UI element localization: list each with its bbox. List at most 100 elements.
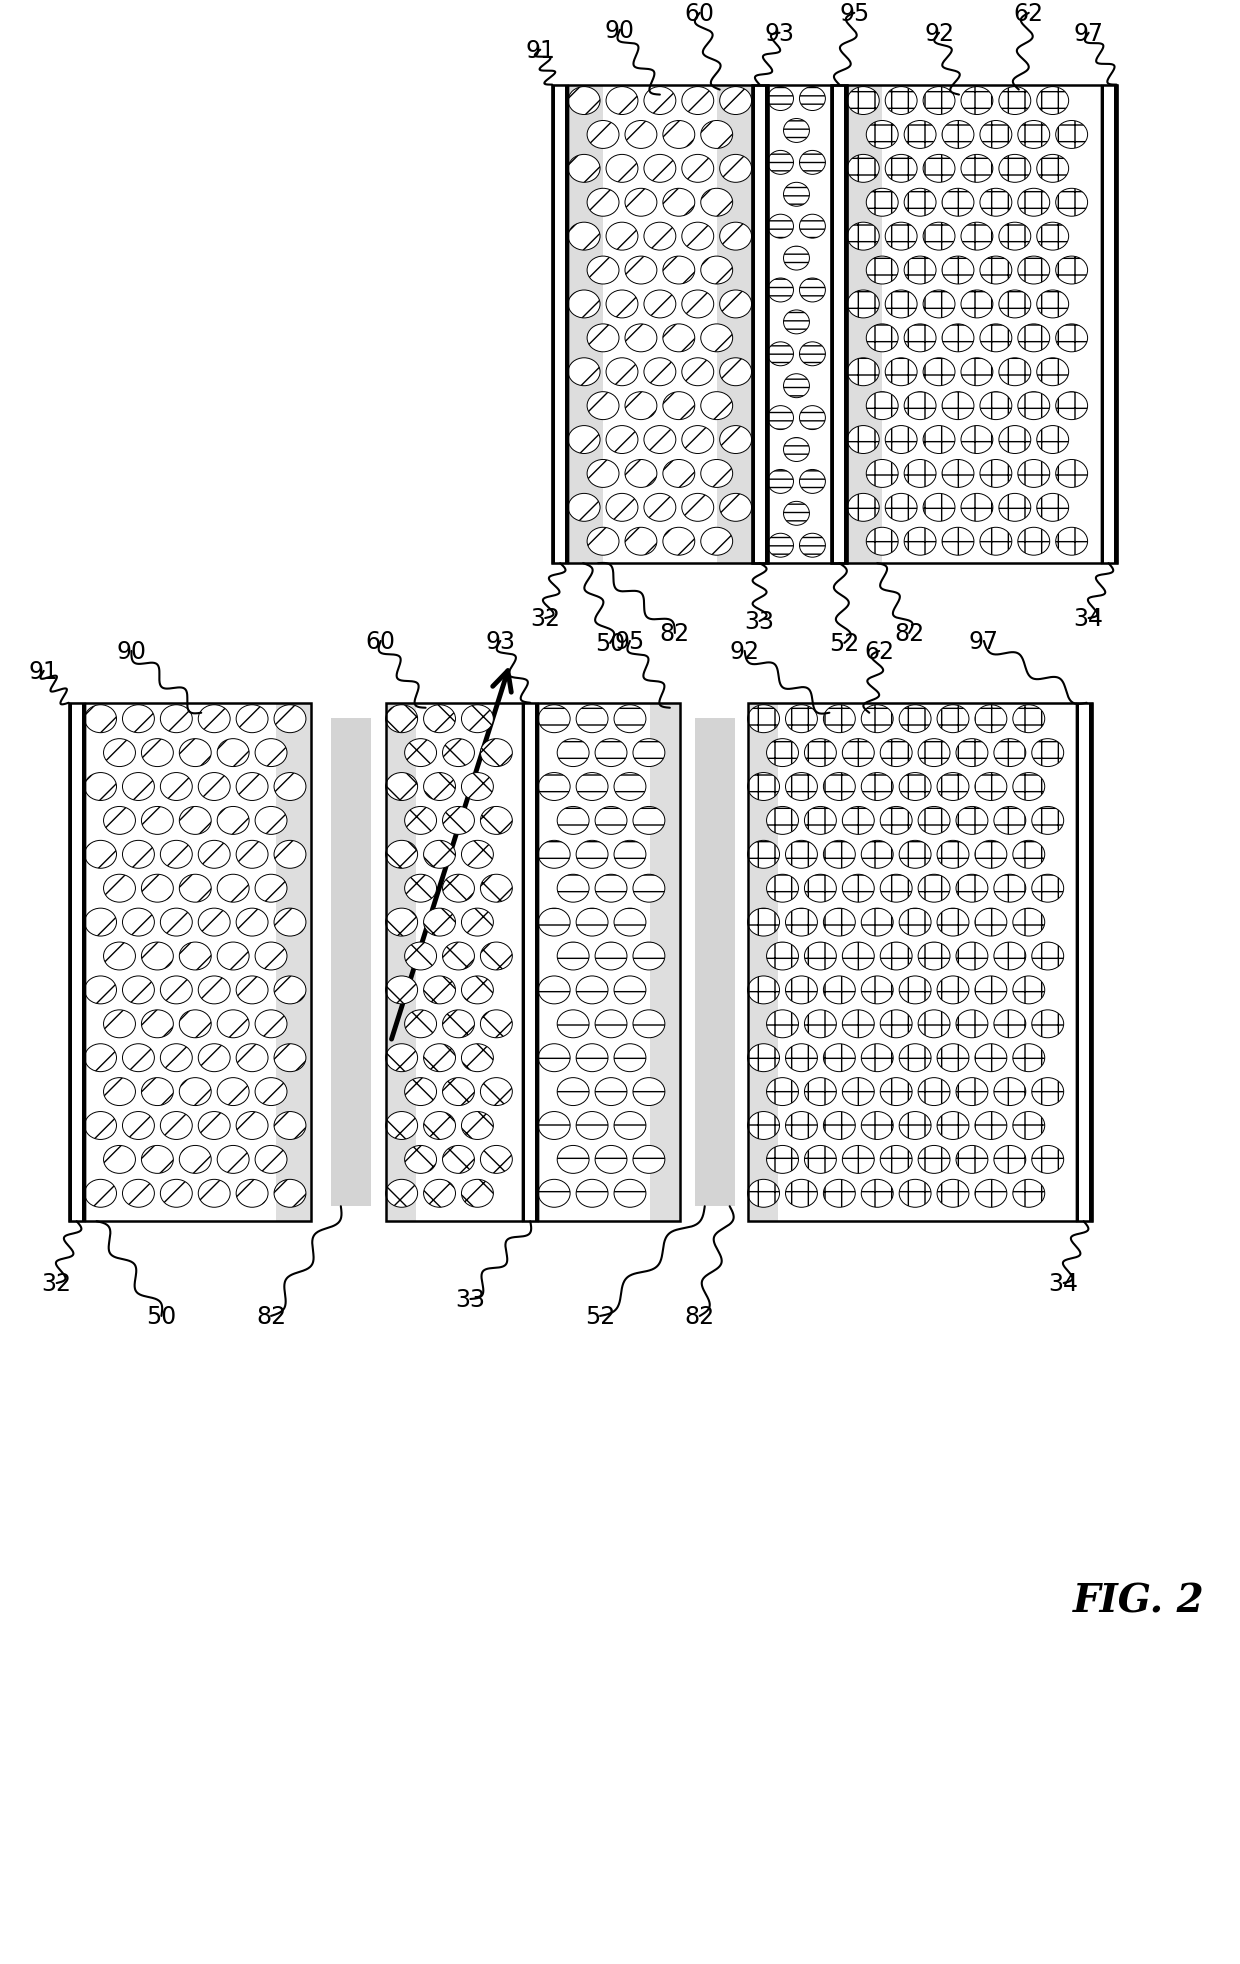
- Text: 91: 91: [526, 39, 556, 63]
- Ellipse shape: [1013, 774, 1045, 801]
- Ellipse shape: [1013, 976, 1045, 1004]
- Text: 91: 91: [29, 660, 58, 683]
- Ellipse shape: [980, 460, 1012, 489]
- Ellipse shape: [994, 943, 1025, 970]
- Ellipse shape: [160, 841, 192, 868]
- Ellipse shape: [595, 807, 627, 835]
- Ellipse shape: [885, 495, 918, 522]
- Ellipse shape: [942, 122, 973, 149]
- Ellipse shape: [805, 807, 836, 835]
- Ellipse shape: [918, 807, 950, 835]
- Ellipse shape: [842, 738, 874, 768]
- Ellipse shape: [443, 943, 475, 970]
- Ellipse shape: [614, 841, 646, 868]
- Ellipse shape: [141, 1078, 174, 1106]
- Ellipse shape: [768, 342, 794, 367]
- Ellipse shape: [614, 976, 646, 1004]
- Ellipse shape: [568, 291, 600, 318]
- Ellipse shape: [587, 324, 619, 354]
- Ellipse shape: [956, 1009, 988, 1039]
- Ellipse shape: [538, 705, 570, 733]
- Bar: [1079, 703, 1089, 1222]
- Ellipse shape: [625, 189, 657, 218]
- Ellipse shape: [904, 257, 936, 285]
- Ellipse shape: [180, 807, 211, 835]
- Ellipse shape: [975, 976, 1007, 1004]
- Ellipse shape: [847, 495, 879, 522]
- Bar: [717, 86, 751, 564]
- Ellipse shape: [255, 1078, 286, 1106]
- Ellipse shape: [918, 1009, 950, 1039]
- Ellipse shape: [577, 705, 608, 733]
- Ellipse shape: [632, 807, 665, 835]
- Ellipse shape: [1032, 807, 1064, 835]
- Ellipse shape: [961, 495, 993, 522]
- Ellipse shape: [103, 738, 135, 768]
- Ellipse shape: [274, 705, 306, 733]
- Ellipse shape: [1032, 874, 1064, 903]
- Ellipse shape: [587, 460, 619, 489]
- Text: 52: 52: [830, 632, 859, 656]
- Ellipse shape: [568, 224, 600, 251]
- Ellipse shape: [768, 216, 794, 240]
- Ellipse shape: [800, 534, 826, 558]
- Ellipse shape: [1032, 1009, 1064, 1039]
- Ellipse shape: [1018, 189, 1050, 218]
- Ellipse shape: [614, 1112, 646, 1139]
- Ellipse shape: [1055, 257, 1087, 285]
- Ellipse shape: [606, 155, 637, 183]
- Text: 33: 33: [455, 1286, 485, 1312]
- Text: 33: 33: [744, 609, 775, 634]
- Ellipse shape: [644, 224, 676, 251]
- Ellipse shape: [805, 874, 836, 903]
- Ellipse shape: [404, 1078, 436, 1106]
- Ellipse shape: [123, 1045, 155, 1072]
- Ellipse shape: [862, 1112, 893, 1139]
- Ellipse shape: [180, 1078, 211, 1106]
- Ellipse shape: [980, 528, 1012, 556]
- Ellipse shape: [880, 874, 913, 903]
- Ellipse shape: [557, 738, 589, 768]
- Ellipse shape: [538, 1045, 570, 1072]
- Ellipse shape: [84, 705, 117, 733]
- Ellipse shape: [823, 774, 856, 801]
- Ellipse shape: [614, 1045, 646, 1072]
- Ellipse shape: [480, 1145, 512, 1174]
- Ellipse shape: [766, 1078, 799, 1106]
- Ellipse shape: [1018, 460, 1050, 489]
- Ellipse shape: [587, 393, 619, 420]
- Text: 52: 52: [585, 1304, 615, 1328]
- Ellipse shape: [141, 943, 174, 970]
- Ellipse shape: [198, 909, 231, 937]
- Text: 82: 82: [660, 623, 689, 646]
- Ellipse shape: [255, 943, 286, 970]
- Bar: [386, 703, 415, 1222]
- Ellipse shape: [719, 88, 751, 116]
- Ellipse shape: [180, 1145, 211, 1174]
- Ellipse shape: [1037, 291, 1069, 318]
- Text: 60: 60: [684, 2, 714, 26]
- Ellipse shape: [784, 503, 810, 526]
- Ellipse shape: [236, 1112, 268, 1139]
- Ellipse shape: [538, 841, 570, 868]
- Ellipse shape: [443, 1078, 475, 1106]
- Bar: [650, 703, 680, 1222]
- Ellipse shape: [632, 874, 665, 903]
- Ellipse shape: [899, 1045, 931, 1072]
- Ellipse shape: [785, 705, 817, 733]
- Ellipse shape: [956, 943, 988, 970]
- Ellipse shape: [424, 909, 455, 937]
- Ellipse shape: [625, 393, 657, 420]
- Ellipse shape: [918, 1145, 950, 1174]
- Ellipse shape: [424, 705, 455, 733]
- Ellipse shape: [595, 1145, 627, 1174]
- Ellipse shape: [274, 1180, 306, 1208]
- Ellipse shape: [1055, 393, 1087, 420]
- Ellipse shape: [800, 216, 826, 240]
- Ellipse shape: [577, 976, 608, 1004]
- Ellipse shape: [424, 774, 455, 801]
- Ellipse shape: [748, 1045, 780, 1072]
- Ellipse shape: [823, 976, 856, 1004]
- Ellipse shape: [577, 1045, 608, 1072]
- Bar: [552, 86, 768, 564]
